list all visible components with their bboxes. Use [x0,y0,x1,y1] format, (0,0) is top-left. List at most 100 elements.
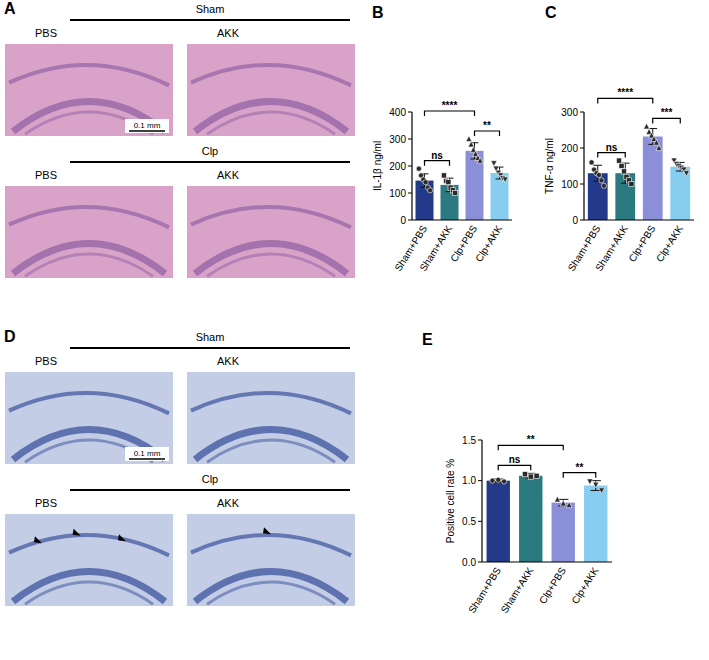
plot-area [588,123,690,220]
cell-layer [191,393,351,413]
panel-letter: B [372,4,384,21]
data-point [683,171,689,177]
group-line [70,161,350,163]
data-point [629,181,634,186]
group-title: Clp [202,145,219,157]
data-point [502,177,508,183]
bar [466,151,484,220]
group-line [70,489,350,491]
data-point [491,161,497,167]
x-tick-label: Clp+AKK [569,565,600,606]
significance-bracket [653,118,681,123]
column-title: PBS [35,497,57,509]
x-tick-label: Clp+PBS [626,223,657,264]
y-tick [580,148,584,149]
data-point [554,496,560,502]
significance-label: ** [483,120,491,131]
data-point [599,178,604,183]
data-point [534,473,539,478]
group-title: Clp [202,473,219,485]
y-tick-label: 100 [561,179,578,190]
bar [519,476,542,562]
bar [643,136,663,220]
group-title: Sham [196,3,225,15]
y-tick-label: 100 [389,188,406,199]
data-point [441,173,446,178]
scale-bar [129,130,165,132]
column-title: AKK [217,497,240,509]
significance-bracket [498,445,563,450]
cell-layer [9,393,169,413]
data-point [496,477,501,482]
significance-bracket [425,161,450,166]
data-point [599,488,605,494]
bar [670,167,690,220]
y-tick-label: 0 [400,215,406,226]
data-point [560,500,566,506]
figure: AShamPBS0.1 mmAKKClpPBSAKKDShamPBS0.1 mm… [0,0,709,660]
y-tick [478,562,482,563]
panel-letter: A [4,0,16,17]
data-point [621,169,626,174]
group-title: Sham [196,331,225,343]
x-tick-label: Sham+AKK [499,565,536,615]
significance-label: ns [606,142,618,153]
cell-layer [207,582,335,604]
x-tick-label: Sham+AKK [417,223,454,273]
x-tick-label: Clp+AKK [654,223,685,264]
y-tick [580,184,584,185]
data-point [587,479,593,485]
data-point [466,136,472,142]
y-tick-label: 400 [389,107,406,118]
column-title: AKK [217,355,240,367]
bar [584,486,607,562]
y-tick [408,220,412,221]
x-tick-label: Clp+PBS [537,565,568,606]
cell-layer [191,65,351,85]
y-tick-label: 1.0 [462,475,476,486]
y-axis-title: TNF-α ng/ml [544,138,555,194]
cell-layer [191,207,351,227]
y-axis-title: IL-1β ng/ml [372,141,383,191]
panel-letter: E [422,331,433,348]
panel-letter: D [4,328,16,345]
y-tick-label: 300 [561,107,578,118]
y-tick-label: 0.0 [462,557,476,568]
column-title: AKK [217,27,240,39]
cell-layer [9,535,169,555]
micrograph [187,44,355,136]
scale-bar-box [125,119,169,133]
cell-layer [207,112,335,134]
cell-layer [207,440,335,462]
y-tick [478,440,482,441]
arrowhead [263,527,271,534]
y-tick [478,521,482,522]
cell-layer [25,254,153,276]
y-tick [478,480,482,481]
data-point [601,183,606,188]
significance-bracket [563,473,596,478]
x-axis [584,219,694,220]
scale-bar [129,458,165,460]
y-tick [408,166,412,167]
significance-bracket [598,98,653,103]
cell-layer [191,535,351,555]
data-point [453,190,458,195]
cell-layer [25,582,153,604]
bar [441,185,459,220]
data-point [468,141,474,147]
micrograph [5,372,173,464]
y-axis [481,440,482,562]
significance-label: ** [527,434,535,445]
significance-label: *** [661,107,673,118]
data-point [522,472,527,477]
plot-area [487,472,608,562]
data-point [502,479,507,484]
y-tick [580,220,584,221]
data-point [616,158,621,163]
significance-label: ** [576,462,584,473]
data-point [566,502,572,508]
significance-bracket [425,111,475,116]
x-tick-label: Sham+AKK [593,223,630,273]
y-tick [408,139,412,140]
